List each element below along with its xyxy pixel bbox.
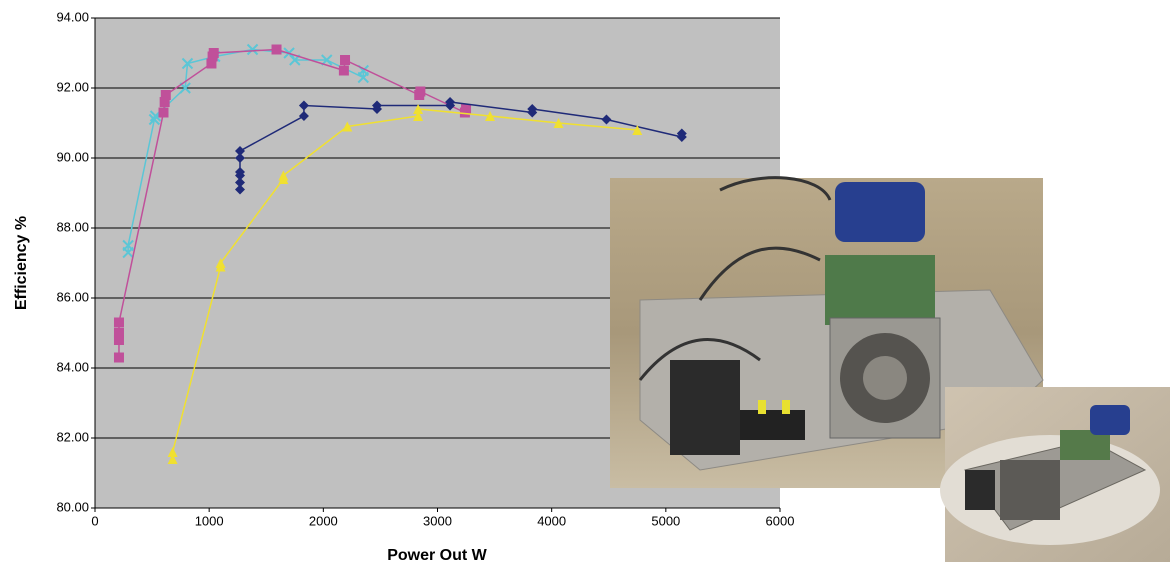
y-tick-label: 88.00 [56,219,89,234]
marker [181,57,194,70]
y-tick-label: 84.00 [56,359,89,374]
marker [485,111,496,121]
x-tick-label: 3000 [423,513,452,528]
marker [271,44,282,55]
marker [445,97,456,107]
marker [413,111,424,121]
marker [113,328,124,338]
marker [321,54,333,66]
marker [215,258,226,268]
marker [553,118,564,128]
y-tick-label: 82.00 [56,429,89,444]
marker [413,104,424,114]
marker [371,100,382,111]
marker [122,239,134,252]
marker [148,113,161,126]
marker [113,335,124,345]
plot [113,43,687,464]
marker [113,352,124,363]
marker [298,111,309,121]
marker [208,48,219,58]
x-tick-label: 1000 [195,513,224,528]
x-tick-label: 5000 [651,513,680,528]
marker [342,121,353,132]
marker [234,177,245,188]
marker [246,43,259,56]
marker [113,317,124,328]
y-tick-label: 80.00 [56,499,89,514]
x-tick-label: 2000 [309,513,338,528]
y-tick-label: 92.00 [56,79,89,94]
marker [415,86,426,97]
y-tick-label: 94.00 [56,9,89,24]
series-line [171,108,638,459]
marker [234,153,245,163]
marker [234,146,245,156]
photo-small [940,387,1170,562]
photo-large [610,176,1044,488]
marker [158,107,169,118]
marker [206,58,217,69]
x-tick-label: 4000 [537,513,566,528]
marker [159,97,170,107]
marker [278,170,289,181]
x-tick-label: 0 [91,513,98,528]
marker [234,167,245,177]
marker [676,128,687,139]
marker [632,125,643,135]
marker [461,104,472,114]
y-axis-title: Efficiency % [13,216,30,310]
marker [601,114,612,125]
marker [167,454,178,464]
marker [167,447,178,457]
marker [160,90,171,100]
y-tick-label: 86.00 [56,289,89,304]
marker [298,100,309,111]
marker [234,184,245,195]
marker [340,55,351,65]
x-tick-label: 6000 [766,513,795,528]
y-tick-label: 90.00 [56,149,89,164]
marker [338,65,349,76]
x-axis-title: Power Out W [387,547,487,564]
marker [527,104,538,114]
